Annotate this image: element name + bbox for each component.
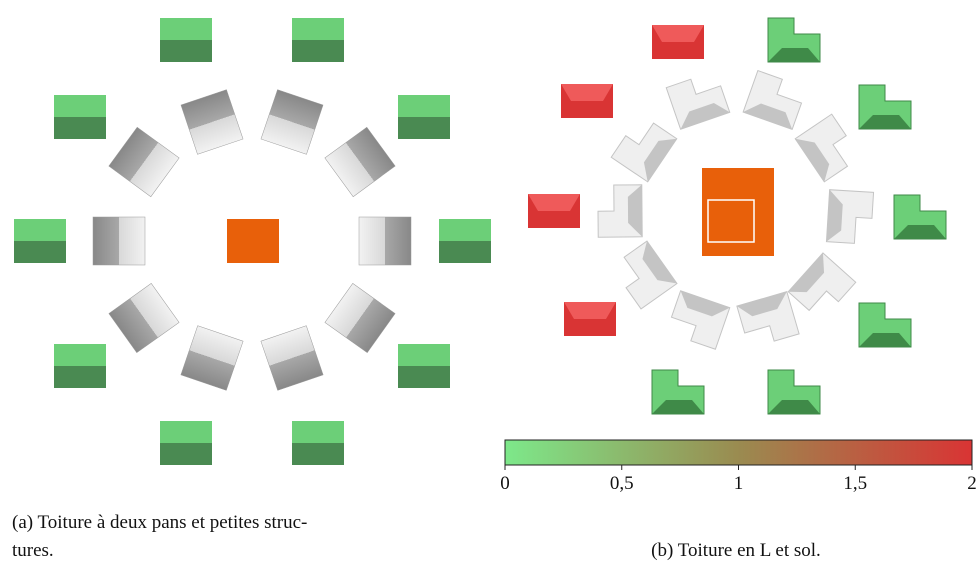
roof-side: [292, 40, 344, 62]
roof-red-ridge: [528, 194, 580, 211]
ground-patch: [702, 168, 774, 256]
roof-red-ridge: [564, 302, 616, 319]
l-roof: [623, 240, 678, 310]
roof-grey-shade: [788, 252, 825, 293]
roof-side: [160, 443, 212, 465]
roof-top: [439, 219, 491, 241]
roof-grey-shade: [680, 102, 730, 130]
l-roof: [825, 189, 875, 244]
l-roof: [665, 78, 731, 130]
roof-grey-shade: [627, 184, 643, 237]
ground-hole: [707, 199, 755, 243]
panel-b: [528, 17, 947, 415]
roof-top: [398, 344, 450, 366]
tick-label: 0,5: [610, 473, 634, 494]
l-roof: [742, 69, 803, 131]
colorbar: [504, 439, 973, 466]
tick-label: 2: [967, 473, 977, 494]
panel-a: [14, 18, 491, 465]
gable-roof: [108, 126, 180, 198]
roof-side: [398, 117, 450, 139]
roof-side: [160, 40, 212, 62]
roof-grey-shade: [826, 189, 843, 242]
roof-green-shade: [768, 48, 820, 62]
roof-side: [398, 366, 450, 388]
gable-roof: [260, 325, 324, 391]
roof-top: [160, 421, 212, 443]
roof-green-shade: [859, 333, 911, 347]
tick-label: 1,5: [843, 473, 867, 494]
roof-side: [54, 366, 106, 388]
gable-roof: [180, 89, 244, 155]
roof-side: [54, 117, 106, 139]
roof-grey-shade: [795, 138, 830, 182]
gable-roof: [180, 325, 244, 391]
roof-grey-shade: [743, 103, 793, 130]
roof-top: [54, 344, 106, 366]
roof-side: [439, 241, 491, 263]
roof-top: [292, 421, 344, 443]
gable-roof: [358, 216, 412, 266]
caption-a-line2: tures.: [12, 540, 54, 561]
roof-red-ridge: [652, 25, 704, 42]
gable-roof: [108, 283, 180, 353]
colorbar-ticks: 0 0,5 1 1,5 2: [500, 465, 977, 494]
roof-top: [14, 219, 66, 241]
gable-roof: [260, 89, 324, 155]
tick-label: 0: [500, 473, 510, 494]
l-roof: [610, 122, 678, 183]
roof-top: [160, 18, 212, 40]
roof-grey-shade: [642, 241, 677, 284]
roof-side: [292, 443, 344, 465]
roof-grey-shade: [736, 291, 787, 317]
l-roof: [787, 252, 857, 312]
l-roof: [670, 290, 731, 350]
roof-red-ridge: [561, 84, 613, 101]
roof-green-shade: [894, 225, 946, 239]
gable-roof: [324, 283, 396, 353]
caption-b: (b) Toiture en L et sol.: [651, 540, 821, 561]
roof-green-shade: [768, 400, 820, 414]
roof-green-shade: [859, 115, 911, 129]
gable-roof: [324, 126, 396, 198]
roof-top: [292, 18, 344, 40]
roof-side: [14, 241, 66, 263]
roof-top: [54, 95, 106, 117]
l-roof: [736, 290, 800, 342]
roof-grey-shade: [680, 290, 730, 317]
roof-grey-shade: [643, 138, 677, 182]
caption-a-line1: (a) Toiture à deux pans et petites struc…: [12, 512, 307, 533]
tick-label: 1: [734, 473, 744, 494]
gable-roof: [92, 216, 146, 266]
roof-green-shade: [652, 400, 704, 414]
ground-patch: [227, 219, 279, 263]
l-roof: [794, 113, 849, 183]
roof-top: [398, 95, 450, 117]
l-roof: [597, 184, 643, 238]
